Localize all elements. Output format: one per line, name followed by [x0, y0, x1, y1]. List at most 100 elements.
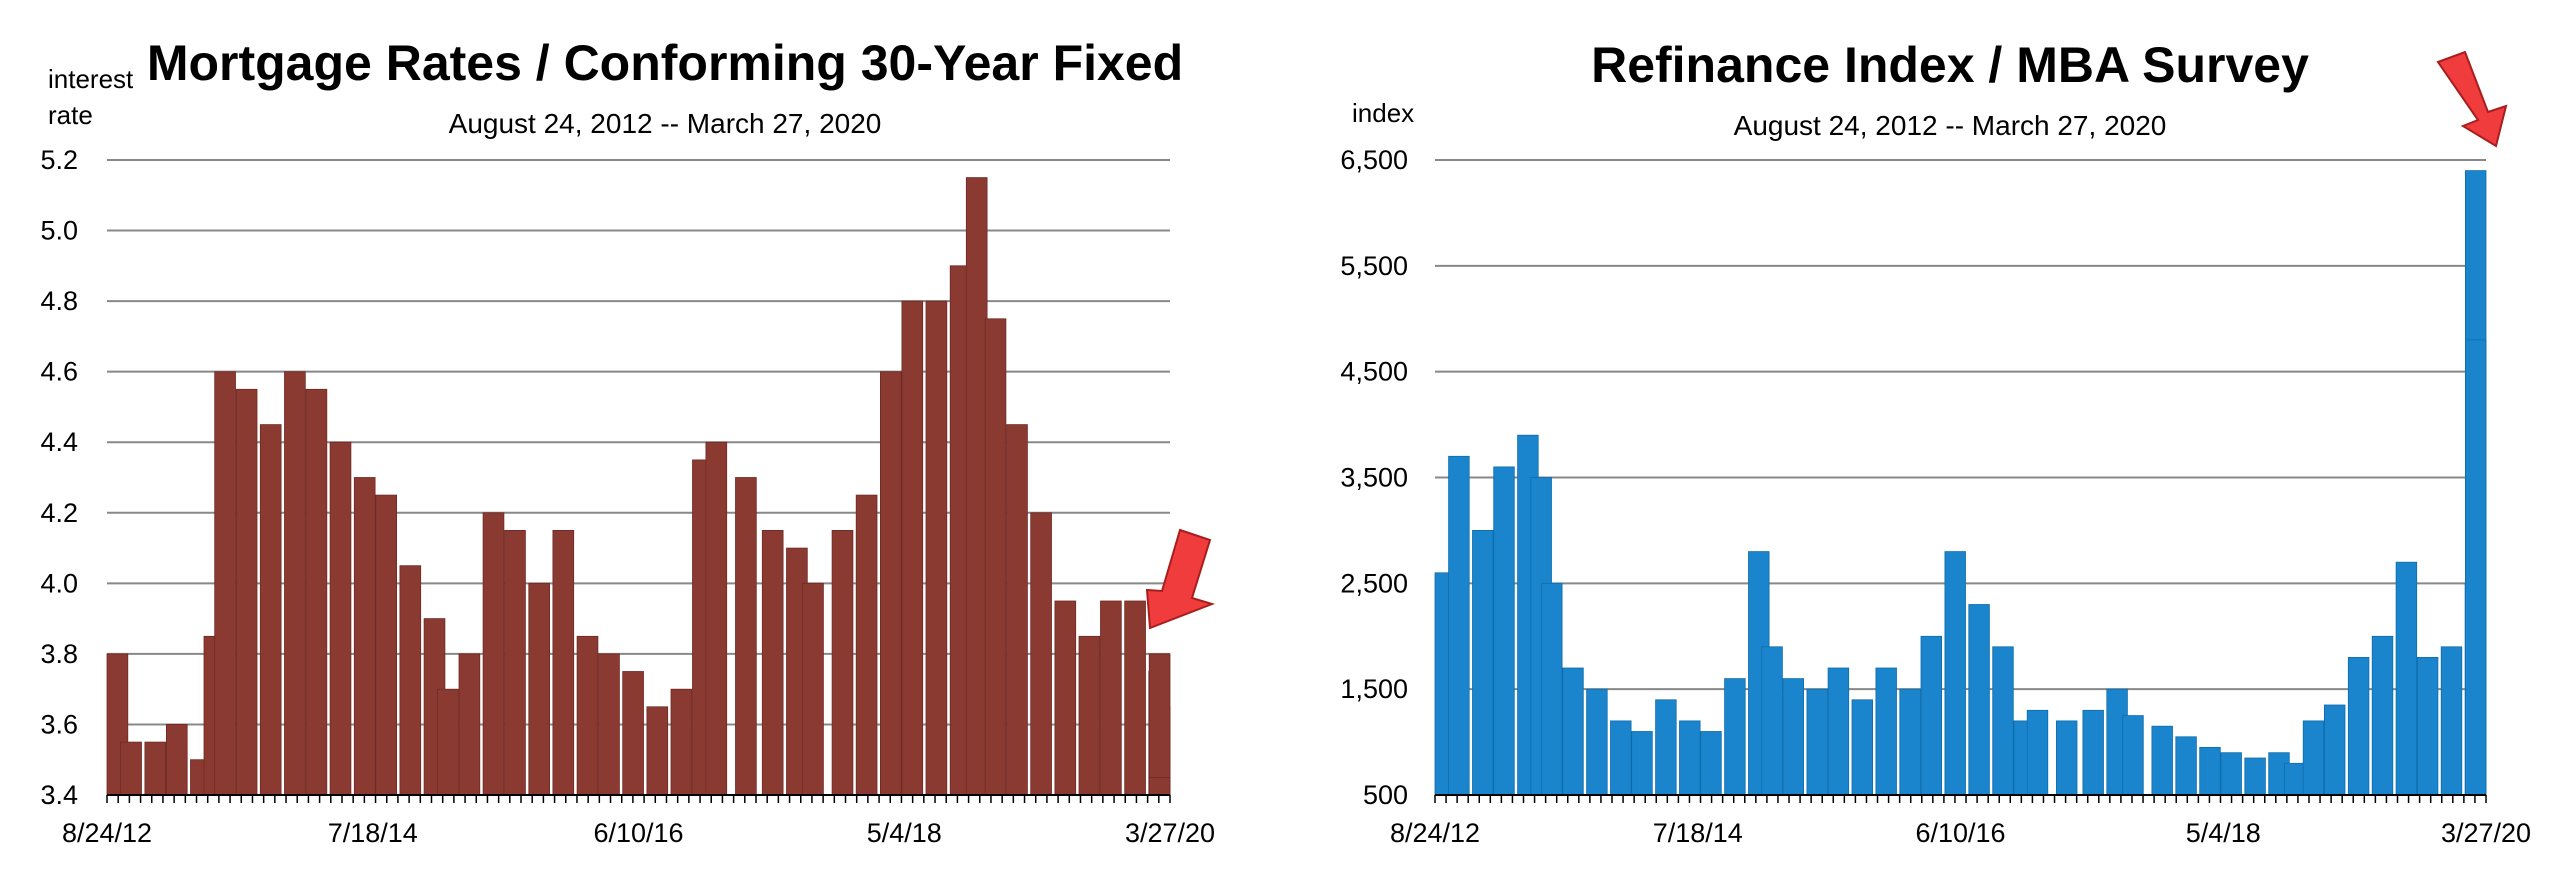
bar: [984, 318, 1007, 796]
bar: [144, 741, 167, 796]
bar: [670, 688, 693, 796]
bar: [1968, 604, 1990, 796]
y-axis-label-line2: rate: [48, 100, 93, 130]
refinance-index-chart: Refinance Index / MBA Survey August 24, …: [1280, 0, 2560, 876]
bar: [482, 512, 505, 796]
bar: [2082, 709, 2104, 796]
y-tick-label: 4.0: [40, 568, 78, 598]
bar: [1006, 424, 1028, 796]
bar: [1761, 646, 1783, 796]
bar: [2371, 635, 2394, 796]
y-tick-label: 5.2: [40, 145, 78, 175]
bar: [1724, 678, 1746, 796]
bar: [1992, 646, 2014, 796]
y-axis-label: index: [1352, 98, 1414, 128]
bar: [2151, 725, 2173, 796]
x-tick-label: 8/24/12: [62, 818, 152, 848]
bar: [1472, 530, 1494, 796]
y-tick-label: 5,500: [1340, 251, 1408, 281]
bar: [2244, 757, 2266, 796]
x-tick-label: 3/27/20: [1125, 818, 1215, 848]
bar: [353, 477, 376, 796]
bar: [2440, 646, 2463, 796]
bar: [622, 671, 644, 796]
bar: [1920, 635, 1943, 796]
y-tick-label: 1,500: [1340, 674, 1408, 704]
bar: [576, 635, 599, 796]
bar: [2175, 736, 2197, 796]
bar: [2199, 747, 2221, 796]
bar: [120, 741, 142, 796]
bar: [399, 565, 422, 796]
refinance-index-plot: Refinance Index / MBA Survey August 24, …: [1340, 37, 2531, 848]
x-tick-label: 6/10/16: [1915, 818, 2005, 848]
x-tick-label: 5/4/18: [867, 818, 942, 848]
bar-series: [106, 177, 1171, 796]
bar: [2395, 561, 2418, 796]
bar: [2284, 762, 2306, 796]
bar: [375, 494, 397, 796]
bar: [1124, 600, 1146, 796]
bar: [305, 388, 328, 796]
bar: [1806, 688, 1828, 796]
bar: [284, 371, 306, 796]
bar: [855, 494, 878, 796]
bar: [1148, 653, 1171, 796]
x-tick-labels: 8/24/12 7/18/14 6/10/16 5/4/18 3/27/20: [1390, 795, 2531, 848]
annotation-arrow: [1145, 528, 1216, 630]
y-tick-label: 3.8: [40, 639, 78, 669]
bar: [802, 582, 824, 796]
bar: [1148, 777, 1171, 796]
bar: [705, 441, 728, 796]
x-tick-label: 6/10/16: [593, 818, 683, 848]
chart-subtitle: August 24, 2012 -- March 27, 2020: [1734, 110, 2167, 141]
bar: [2220, 752, 2242, 796]
x-tick-labels: 8/24/12 7/18/14 6/10/16 5/4/18 3/27/20: [62, 795, 1215, 848]
bar: [646, 706, 669, 796]
bar: [259, 424, 282, 796]
bar: [504, 530, 526, 796]
bar: [329, 441, 352, 796]
y-axis-label-line1: interest: [48, 64, 134, 94]
x-tick-label: 3/27/20: [2441, 818, 2531, 848]
bar: [1944, 551, 1966, 796]
y-tick-labels: 500 1,500 2,500 3,500 4,500 5,500 6,500: [1340, 145, 1408, 810]
bar: [1541, 582, 1563, 796]
bar: [1851, 699, 1874, 796]
bar: [880, 371, 902, 796]
bar: [437, 688, 459, 796]
bar: [1078, 635, 1101, 796]
bar: [458, 653, 481, 796]
y-tick-label: 4,500: [1340, 357, 1408, 387]
bar: [1899, 688, 1921, 796]
bar: [1030, 512, 1052, 796]
y-tick-label: 500: [1363, 780, 1408, 810]
bar: [2026, 709, 2049, 796]
x-tick-label: 8/24/12: [1390, 818, 1480, 848]
bar: [1586, 688, 1608, 796]
y-tick-label: 4.8: [40, 286, 78, 316]
bar: [1100, 600, 1122, 796]
bar: [165, 724, 188, 796]
bar: [1631, 731, 1653, 796]
bar: [761, 530, 784, 796]
bar: [552, 530, 575, 796]
bar: [1875, 667, 1897, 796]
mortgage-rates-plot: Mortgage Rates / Conforming 30-Year Fixe…: [40, 35, 1216, 848]
bar: [1679, 720, 1701, 796]
chart-subtitle: August 24, 2012 -- March 27, 2020: [449, 108, 882, 139]
x-tick-label: 7/18/14: [328, 818, 418, 848]
bar: [1448, 455, 1470, 796]
bar: [1655, 699, 1677, 796]
bar: [2324, 704, 2346, 796]
bar: [214, 371, 236, 796]
bar: [2122, 715, 2144, 796]
bar: [1700, 731, 1722, 796]
bar: [901, 300, 924, 796]
bar: [528, 582, 550, 796]
bar: [1610, 720, 1632, 796]
x-tick-label: 5/4/18: [2186, 818, 2261, 848]
bar: [2416, 657, 2439, 796]
y-tick-label: 3,500: [1340, 463, 1408, 493]
y-tick-label: 3.4: [40, 780, 78, 810]
